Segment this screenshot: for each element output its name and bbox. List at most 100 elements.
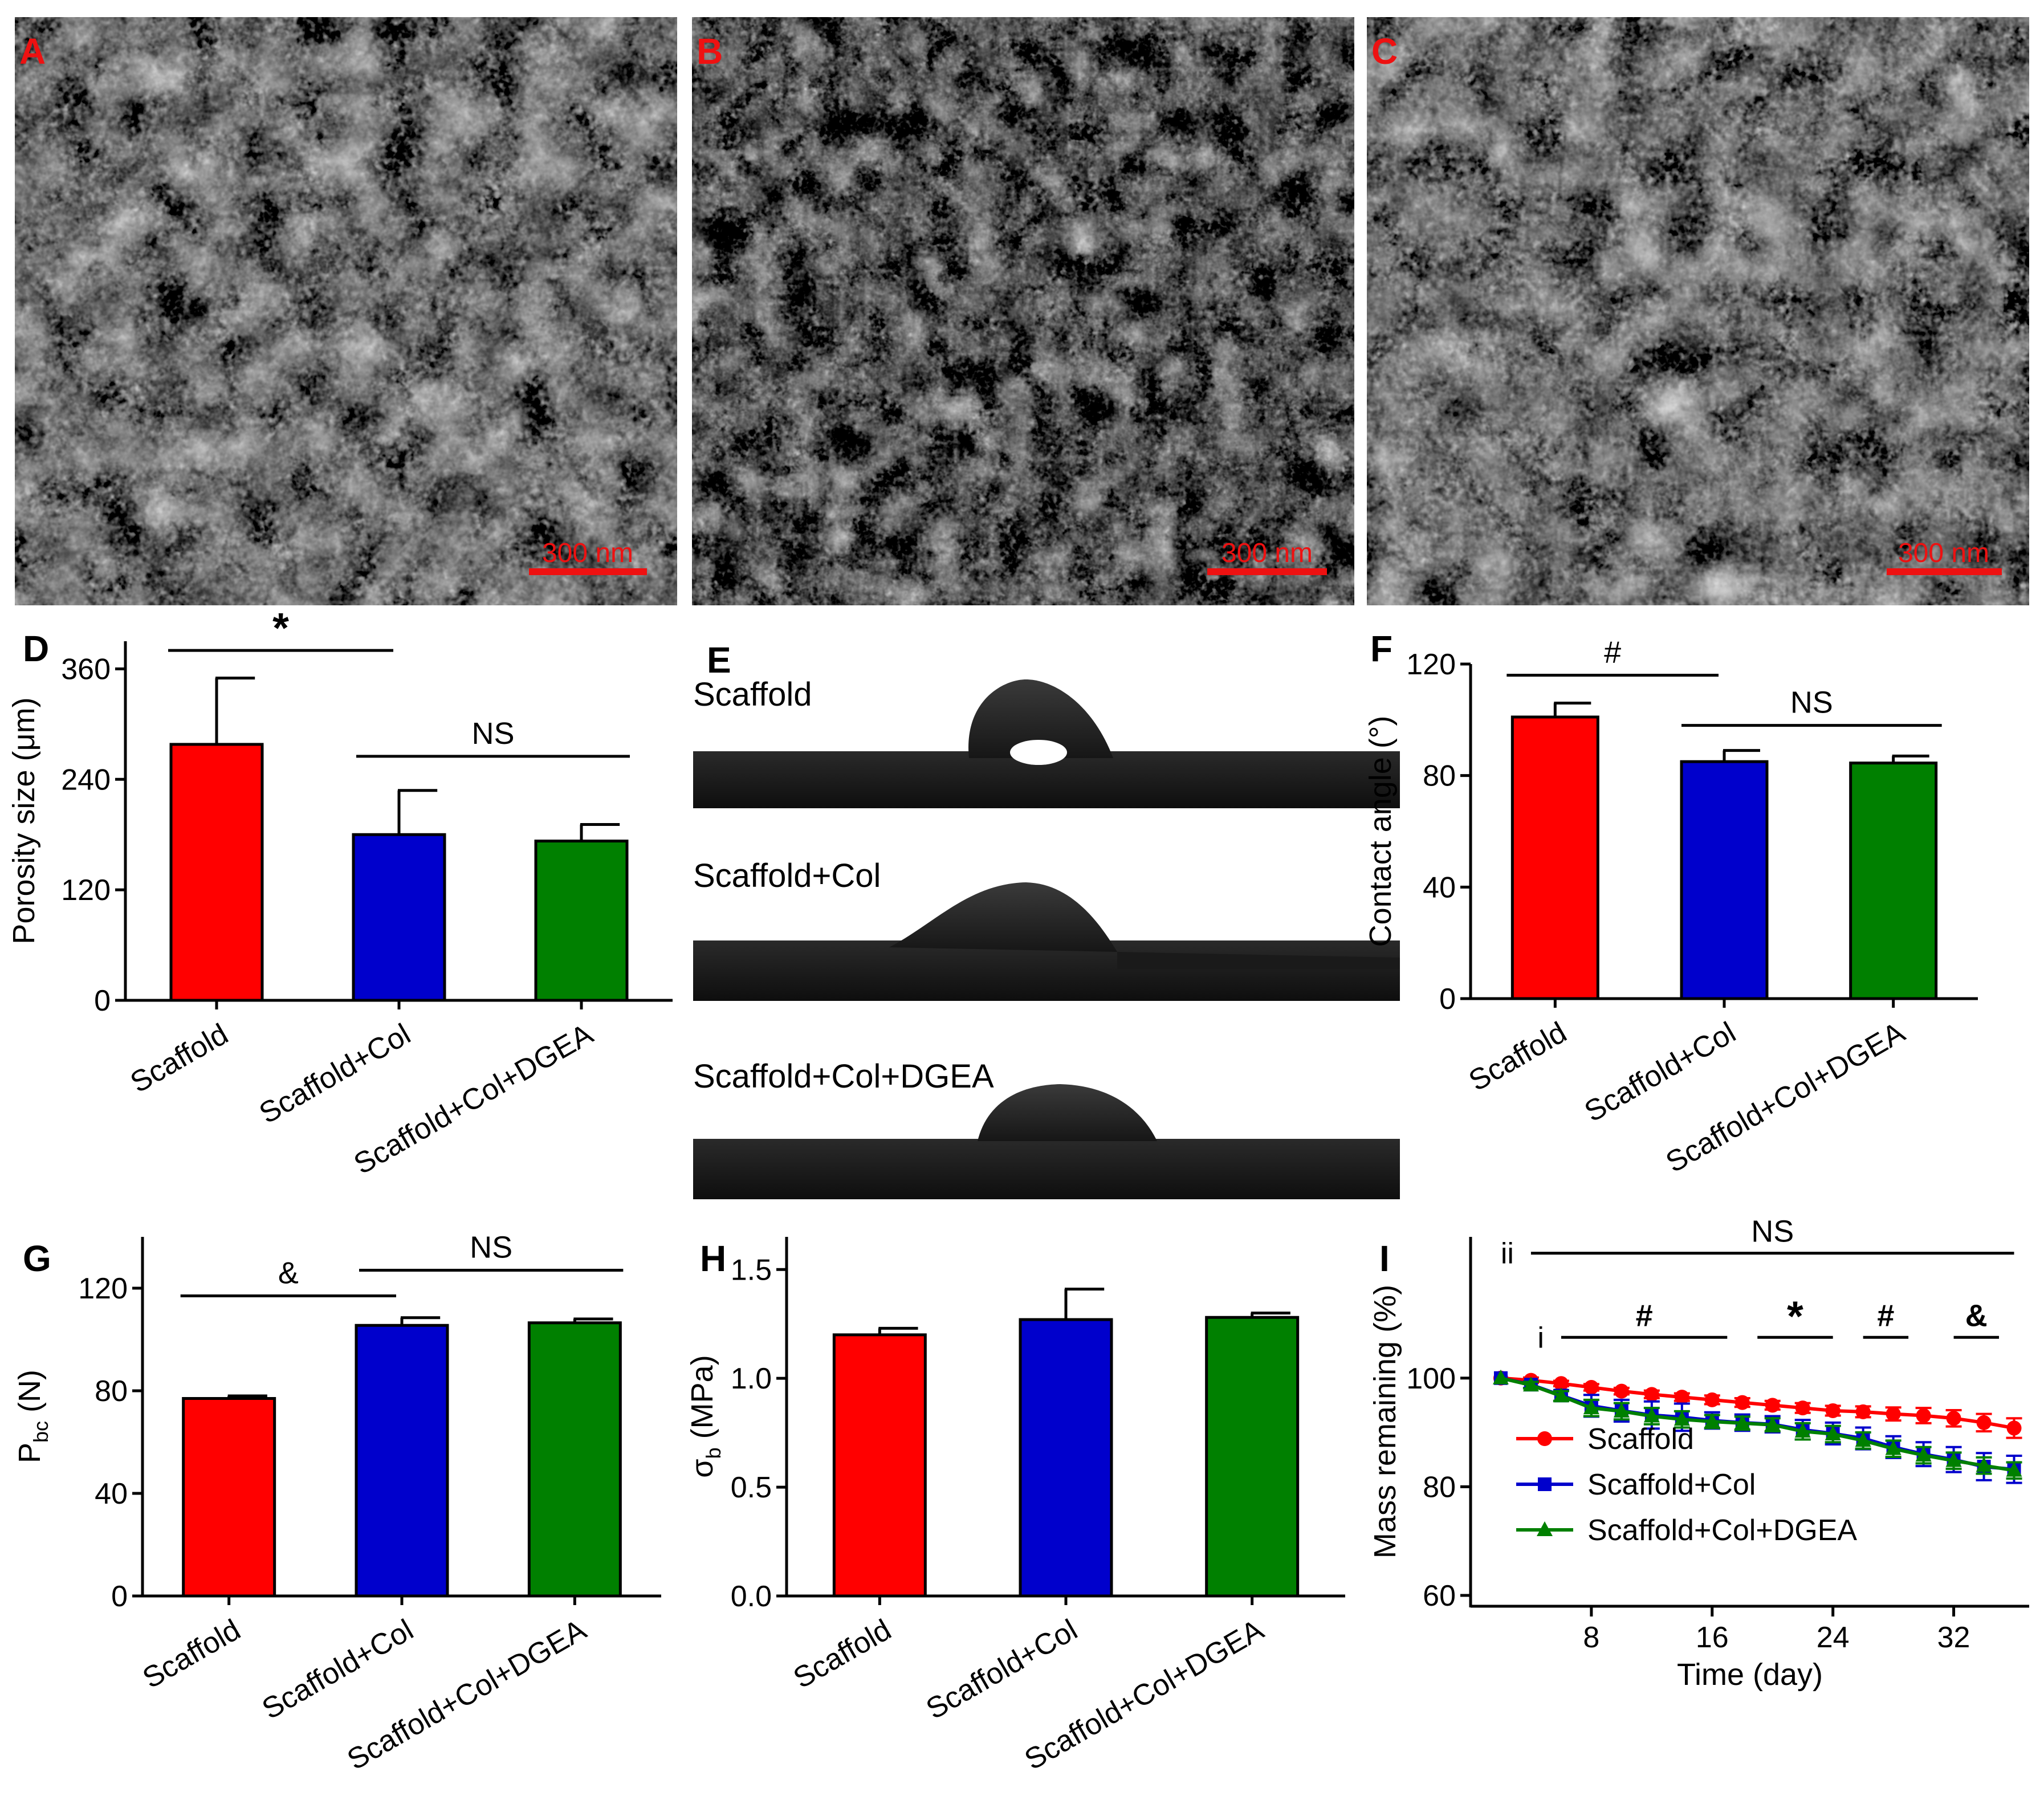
y-tick-label-3: 120: [1406, 648, 1456, 681]
sem-image-c: C 300 nm: [1367, 17, 2029, 605]
series-0-point-12: [1855, 1404, 1871, 1419]
contact-label-scaffold: Scaffold: [693, 676, 812, 713]
panel-letter-e: E: [707, 640, 731, 681]
series-2-point-13: [1885, 1440, 1902, 1455]
sig-text-3: #: [1877, 1298, 1894, 1333]
y-axis-label-unit: (N): [13, 1370, 47, 1421]
sig-label-0: *: [272, 604, 289, 651]
y-axis-label: Contact angle (°): [1363, 716, 1398, 947]
series-1: [1493, 1371, 2022, 1484]
contact-label-col: Scaffold+Col: [693, 857, 881, 894]
scale-label-b: 300 nm: [1221, 538, 1313, 568]
series-0-point-2: [1553, 1376, 1569, 1391]
x-tick-label-0: 8: [1583, 1621, 1599, 1654]
series-0-point-11: [1825, 1403, 1841, 1418]
y-tick-label-0: 0: [94, 984, 111, 1017]
droplet-image-col: [693, 882, 1400, 1001]
x-tick-label-1: Scaffold+Col: [256, 1613, 419, 1726]
y-axis-label: Porosity size (μm): [7, 697, 41, 944]
substrate-col-right: [1117, 952, 1400, 969]
scale-label-c: 300 nm: [1898, 538, 1989, 568]
y-tick-label-1: 120: [61, 874, 111, 907]
x-tick-label-1: Scaffold+Col: [1579, 1016, 1741, 1129]
panel-i-mass-remaining-chart: I 60 80 100 8 16 24 32 Time (day) Mass remaining …: [1368, 1215, 2029, 1692]
bar-2: [1205, 1316, 1300, 1598]
series-2-point-17: [2006, 1461, 2022, 1477]
x-tick-label-2: 24: [1817, 1621, 1850, 1654]
series-0-point-16: [1976, 1415, 1992, 1430]
y-axis-label-sub: bc: [29, 1421, 52, 1443]
sig-text-4: &: [1965, 1298, 1988, 1333]
substrate-col: [693, 940, 1400, 1001]
bar-2: [534, 840, 629, 1002]
x-tick-label-3: 32: [1937, 1621, 1970, 1654]
sem-image-a-texture: [15, 17, 677, 605]
y-axis-label: Pbc (N): [13, 1370, 52, 1463]
y-tick-label-0: 0.0: [731, 1580, 772, 1613]
series-0: [1493, 1370, 2022, 1439]
y-tick-label-2: 1.0: [731, 1362, 772, 1395]
bar-1: [355, 1324, 449, 1598]
series-0-point-14: [1916, 1408, 1931, 1423]
series-2-point-0: [1492, 1369, 1509, 1385]
sem-image-b-texture: [692, 17, 1354, 605]
bar-1: [1680, 760, 1769, 1000]
bar-0: [832, 1333, 927, 1598]
sig-group-label-0: ii: [1501, 1237, 1514, 1271]
series-2-point-2: [1553, 1387, 1569, 1403]
sem-image-a: A 300 nm: [15, 17, 677, 605]
sig-label-1: NS: [470, 1231, 512, 1265]
series-0-point-9: [1765, 1398, 1780, 1413]
series-0-point-7: [1704, 1392, 1720, 1407]
bar-2: [1849, 762, 1938, 1000]
y-tick-label-2: 80: [95, 1375, 128, 1408]
substrate-dgea: [693, 1139, 1400, 1199]
x-tick-label-0: Scaffold: [788, 1613, 897, 1695]
bar-0: [182, 1397, 276, 1598]
series-0-point-8: [1734, 1395, 1750, 1410]
sig-text-1: #: [1636, 1298, 1653, 1333]
panel-letter-c: C: [1371, 31, 1398, 72]
panel-letter-a: A: [19, 31, 46, 72]
y-tick-label-1: 40: [95, 1477, 128, 1510]
bar-0: [169, 743, 264, 1002]
sig-label-1: NS: [471, 716, 514, 751]
series-0-point-17: [2006, 1420, 2022, 1436]
bar-2: [527, 1321, 622, 1598]
y-tick-label-2: 240: [61, 763, 111, 796]
droplet-image-scaffold: [693, 679, 1400, 808]
series-2-point-5: [1643, 1407, 1660, 1423]
legend-label-0: Scaffold: [1587, 1423, 1694, 1456]
bar-1: [1019, 1318, 1113, 1598]
y-tick-label-0: 0: [111, 1580, 128, 1613]
x-tick-label-0: Scaffold: [1463, 1016, 1572, 1098]
series-2-point-16: [1976, 1457, 1992, 1472]
series-2-point-15: [1945, 1452, 1962, 1467]
panel-letter-i: I: [1379, 1238, 1390, 1279]
droplet-scaffold-reflection: [1010, 740, 1067, 765]
series-0-point-10: [1795, 1400, 1810, 1416]
x-tick-label-0: Scaffold: [137, 1613, 246, 1695]
contact-angle-images: E Scaffold Scaffold+Col Scaffold+Col+DGE…: [693, 640, 1400, 1199]
sig-label-0: &: [278, 1256, 299, 1290]
legend-marker-1: [1538, 1477, 1552, 1491]
x-tick-label-1: 16: [1696, 1621, 1729, 1654]
x-tick-label-1: Scaffold+Col: [254, 1017, 416, 1130]
droplet-dgea: [978, 1084, 1157, 1141]
panel-letter-d: D: [23, 628, 49, 669]
series-2-point-3: [1583, 1399, 1599, 1415]
droplet-col: [889, 882, 1117, 952]
y-tick-label-1: 80: [1423, 1471, 1456, 1504]
y-tick-label-3: 1.5: [731, 1253, 772, 1286]
y-tick-label-2: 80: [1423, 760, 1456, 793]
panel-letter-h: H: [700, 1238, 726, 1279]
sig-text-2: *: [1787, 1292, 1803, 1339]
y-tick-label-1: 0.5: [731, 1471, 772, 1504]
series-0-point-13: [1886, 1406, 1901, 1422]
series-2-point-14: [1915, 1447, 1932, 1462]
sig-text-0: NS: [1751, 1215, 1794, 1249]
series-2-point-12: [1855, 1432, 1871, 1447]
